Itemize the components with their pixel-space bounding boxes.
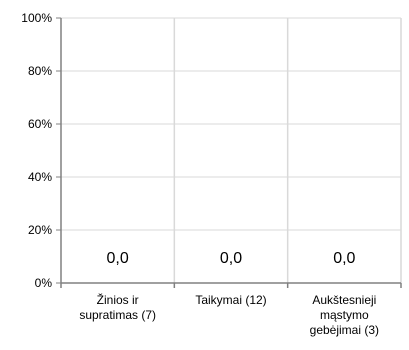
x-category-label: gebėjimai (3) [310,323,379,337]
data-label: 0,0 [220,250,242,267]
x-category-label: mąstymo [320,308,369,322]
y-tick-label: 100% [21,11,52,25]
x-category-label: Taikymai (12) [195,293,266,307]
data-label: 0,0 [333,250,355,267]
y-tick-label: 60% [28,117,52,131]
x-category-label: Aukštesnieji [312,293,376,307]
y-tick-label: 0% [35,276,53,290]
x-category-label: Žinios ir [97,292,139,307]
y-tick-label: 40% [28,170,52,184]
data-label: 0,0 [107,250,129,267]
x-category-label: supratimas (7) [79,308,156,322]
y-tick-label: 20% [28,223,52,237]
y-tick-label: 80% [28,64,52,78]
